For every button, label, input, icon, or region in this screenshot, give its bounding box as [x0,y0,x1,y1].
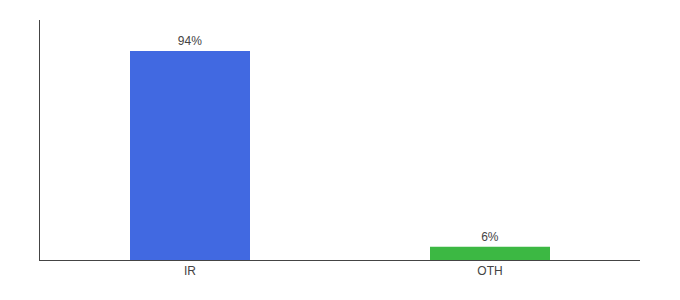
svg-text:94%: 94% [178,34,202,48]
svg-text:IR: IR [184,264,196,278]
svg-text:OTH: OTH [477,264,502,278]
svg-text:6%: 6% [481,230,499,244]
